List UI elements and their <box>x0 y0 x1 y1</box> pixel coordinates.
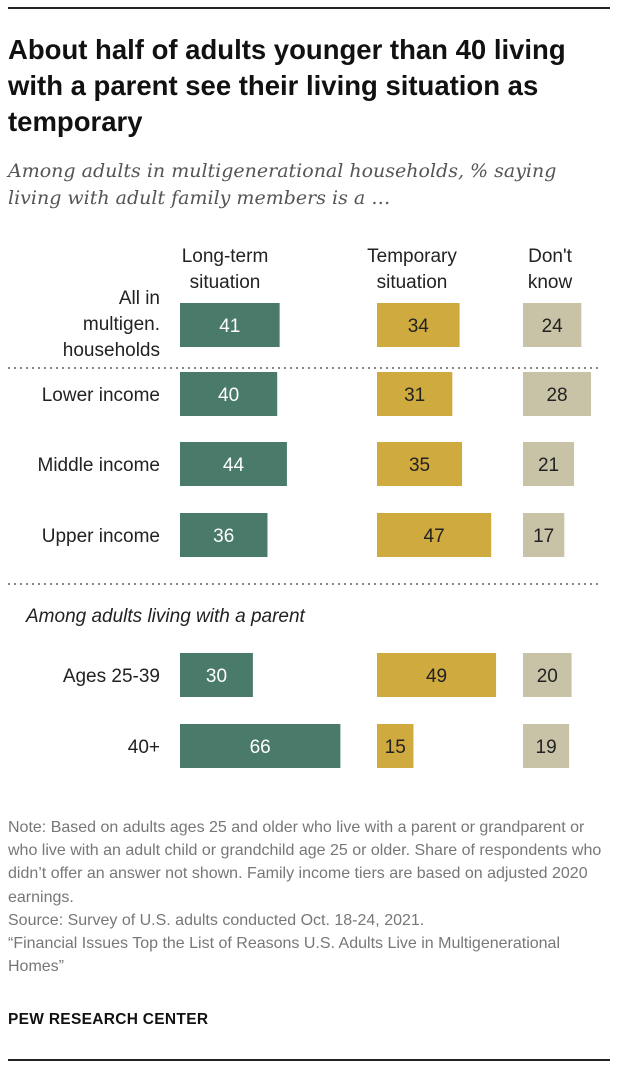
category-label-4: Ages 25-39 <box>63 666 160 687</box>
bar-s0-r1 <box>180 372 278 416</box>
bar-s1-r3 <box>377 513 492 557</box>
column-header-long-term: Long-term situation <box>181 246 269 293</box>
bar-chart: All in multigen. households Lower income Mid… <box>8 288 600 768</box>
chart-title: About half of adults younger than 40 liv… <box>8 34 566 137</box>
bar-s1-r5 <box>377 724 414 768</box>
group-label: Among adults living with a parent <box>25 606 306 627</box>
bar-s2-r1 <box>523 372 592 416</box>
bar-s2-r5 <box>523 724 570 768</box>
bar-value-label-s2-r0: 24 <box>542 316 564 337</box>
bar-s1-r0 <box>377 303 460 347</box>
category-label-2: Middle income <box>38 455 161 476</box>
bar-value-label-s0-r2: 44 <box>223 455 245 476</box>
bar-value-label-s2-r3: 17 <box>533 526 554 547</box>
bar-s1-r4 <box>377 653 497 697</box>
pew-research-center-logo: PEW RESEARCH CENTER <box>8 1011 209 1028</box>
bar-value-label-s2-r4: 20 <box>537 666 558 687</box>
chart-note: Note: Based on adults ages 25 and older … <box>8 819 602 976</box>
bar-value-label-s0-r1: 40 <box>218 385 239 406</box>
bar-value-label-s1-r2: 35 <box>409 455 430 476</box>
top-rule <box>8 7 610 9</box>
bar-s1-r2 <box>377 442 463 486</box>
bar-s2-r4 <box>523 653 572 697</box>
bar-s2-r0 <box>523 303 582 347</box>
bar-s2-r2 <box>523 442 575 486</box>
bar-value-label-s1-r0: 34 <box>408 316 430 337</box>
bar-value-label-s0-r3: 36 <box>213 526 234 547</box>
bar-s0-r2 <box>180 442 287 486</box>
column-header-dont-know: Don't know <box>527 246 573 293</box>
bar-s0-r3 <box>180 513 268 557</box>
bar-value-label-s1-r3: 47 <box>424 526 445 547</box>
category-label-5: 40+ <box>128 737 160 758</box>
category-label-all-multigen: All in multigen. households <box>63 288 160 361</box>
category-label-3: Upper income <box>42 526 160 547</box>
bar-value-label-s2-r1: 28 <box>546 385 567 406</box>
bar-value-label-s2-r5: 19 <box>536 737 557 758</box>
bar-value-label-s1-r5: 15 <box>385 737 406 758</box>
bar-value-label-s1-r1: 31 <box>404 385 425 406</box>
chart-subtitle: Among adults in multigenerational househ… <box>8 160 557 209</box>
bar-s2-r3 <box>523 513 565 557</box>
bottom-rule <box>8 1059 610 1061</box>
bar-value-label-s2-r2: 21 <box>538 455 559 476</box>
bar-s0-r0 <box>180 303 280 347</box>
bar-value-label-s0-r5: 66 <box>250 737 271 758</box>
bar-value-label-s0-r4: 30 <box>206 666 227 687</box>
column-header-temporary: Temporary situation <box>367 246 457 293</box>
bar-value-label-s1-r4: 49 <box>426 666 447 687</box>
category-label-1: Lower income <box>42 385 160 406</box>
bar-value-label-s0-r0: 41 <box>219 316 240 337</box>
bar-s0-r4 <box>180 653 253 697</box>
bar-s1-r1 <box>377 372 453 416</box>
bar-s0-r5 <box>180 724 341 768</box>
